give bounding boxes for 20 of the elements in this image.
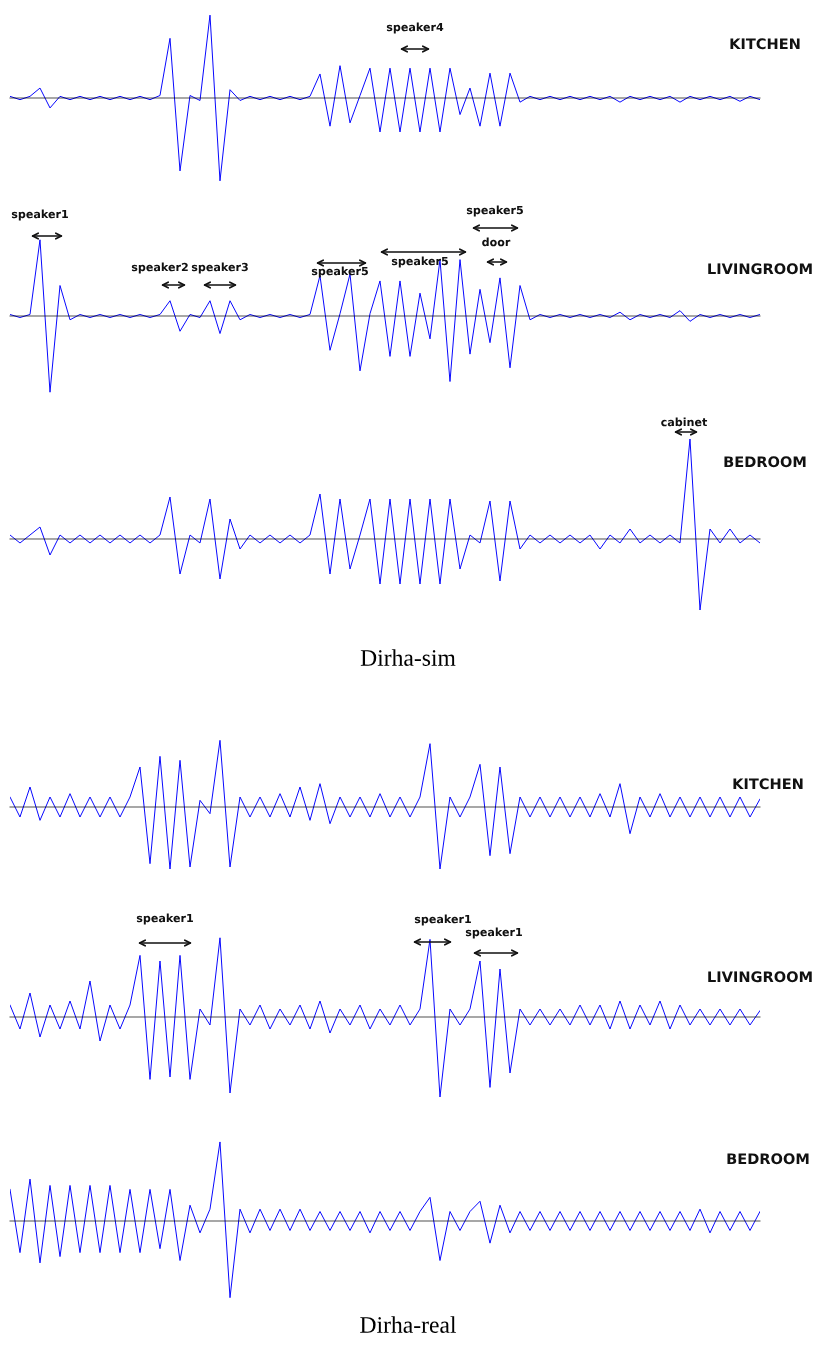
annotation: speaker2 (131, 262, 188, 274)
annotation: speaker1 (465, 927, 522, 939)
text: KITCHEN (733, 778, 803, 790)
annotation: speaker5 (311, 266, 368, 278)
text: speaker1 (136, 913, 193, 925)
annotation: door (482, 237, 511, 247)
text: BEDROOM (727, 1153, 809, 1165)
text: cabinet (661, 417, 708, 427)
text: LIVINGROOM (708, 263, 812, 275)
annotation: speaker4 (386, 22, 444, 34)
text: Dirha-sim (360, 649, 456, 666)
text: speaker1 (11, 209, 68, 221)
text: BEDROOM (724, 456, 806, 468)
text: KITCHEN (730, 38, 800, 50)
text: speaker1 (414, 914, 471, 926)
annotation: speaker3 (191, 262, 248, 274)
text: LIVINGROOM (708, 971, 812, 983)
text: speaker5 (466, 205, 523, 217)
annotation: speaker5 (391, 256, 448, 268)
text: Dirha-real (360, 1316, 457, 1333)
